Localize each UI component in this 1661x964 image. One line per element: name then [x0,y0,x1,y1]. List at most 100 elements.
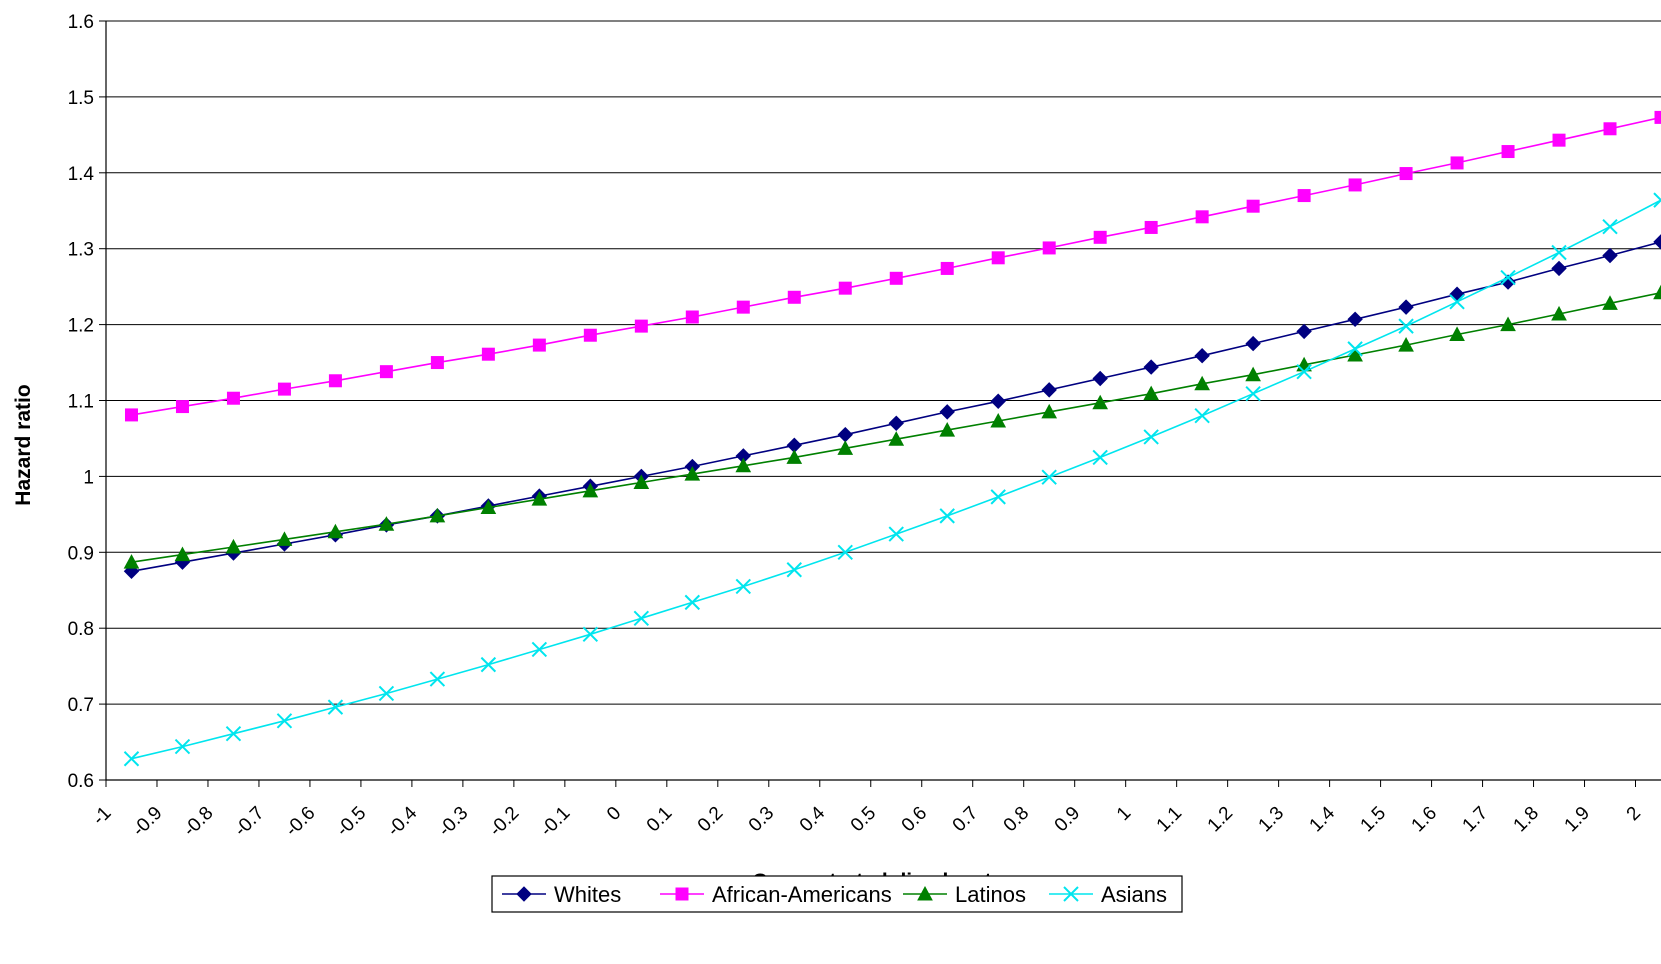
data-point [838,281,852,295]
data-point [1399,167,1413,181]
data-point [1296,363,1312,380]
x-tick-label: 1.5 [1357,803,1391,837]
data-point [888,415,904,431]
gridlines [106,20,1661,705]
y-axis-title: Hazard ratio [12,384,35,505]
data-point [1245,385,1261,402]
data-point [1194,375,1210,391]
legend-label: Asians [1101,882,1167,907]
data-point [684,594,701,611]
data-point [175,400,189,414]
x-tick-label: 0 [603,803,625,825]
data-point [1194,407,1210,424]
data-point [226,391,240,405]
data-point [123,751,140,767]
x-tick-label: 1.4 [1306,802,1340,836]
data-point [277,382,291,396]
data-point [1552,133,1566,147]
data-point [1041,469,1057,485]
data-point [939,508,955,524]
data-point [685,310,699,324]
legend-label: Latinos [955,882,1026,907]
x-tick-label: 1.2 [1204,803,1238,837]
data-point [1092,394,1109,410]
data-point [276,531,293,546]
x-tick-label: 0.3 [745,803,779,837]
data-point [378,516,395,531]
x-tick-label: 0.2 [694,803,728,837]
data-point [1195,210,1209,224]
x-tick-label: -0.5 [332,803,370,841]
data-point [786,449,803,464]
data-point [837,544,853,561]
y-tick-label: 1 [83,467,94,488]
data-point [633,610,650,627]
data-point [736,300,750,314]
data-point [990,489,1006,505]
data-point [582,482,599,498]
legend-entry: Whites [502,882,621,907]
data-point [225,538,242,554]
y-tick-label: 1.6 [68,12,94,33]
data-point [1093,230,1107,244]
x-tick-label: 0.8 [1000,803,1034,837]
data-point [327,699,344,715]
series-african-americans [124,110,1661,422]
data-point [1398,318,1414,334]
data-point [684,466,701,481]
data-point [735,578,752,595]
data-point [1297,189,1311,203]
x-tick-label: 1.9 [1561,803,1595,837]
data-point [1041,382,1057,398]
data-point [379,365,393,379]
legend-label: African-Americans [712,882,892,907]
data-point [787,290,801,304]
data-point [1347,346,1363,362]
data-point [1449,294,1465,310]
data-point [1246,199,1260,213]
data-point [276,713,293,729]
data-point [1500,316,1516,332]
x-tick-label: 1.1 [1153,803,1187,837]
x-tick-label: 0.7 [949,803,983,837]
x-axis-ticks: -1 -0.9 -0.8 -0.7 -0.6 -0.5 -0.4 -0.3 -0.2 -0.1 0 0… [89,780,1645,841]
data-point [582,626,599,642]
x-tick-label: 0.1 [643,803,677,837]
x-tick-label: -0.9 [129,803,167,841]
data-point [429,507,446,523]
data-point [1347,311,1363,327]
data-point [583,328,597,342]
data-point [1602,295,1618,310]
data-point [480,656,497,673]
data-point [174,546,191,562]
series-latinos [123,284,1661,569]
legend-entry: Asians [1049,882,1167,907]
x-tick-label: -0.6 [281,803,319,841]
data-point [1500,269,1516,286]
data-point [1501,145,1515,159]
data-point [634,319,648,333]
data-point [990,393,1006,409]
data-point [1551,260,1567,277]
y-tick-label: 1.5 [68,88,94,109]
data-point [1144,220,1158,234]
data-point [837,426,853,443]
data-point [990,412,1007,428]
data-point [1551,244,1567,261]
data-point [1143,385,1160,401]
data-point [1653,284,1661,300]
data-point [1398,337,1414,352]
data-point [1602,218,1618,235]
data-point [1450,156,1464,170]
data-point [1143,359,1159,375]
y-tick-label: 0.8 [68,619,94,640]
data-point [480,499,497,515]
data-point [531,641,548,658]
data-point [888,431,905,446]
legend-marker [917,885,933,901]
data-point [939,422,956,437]
legend-marker [516,886,532,902]
data-point [1092,449,1108,466]
x-tick-label: 0.6 [898,803,932,837]
